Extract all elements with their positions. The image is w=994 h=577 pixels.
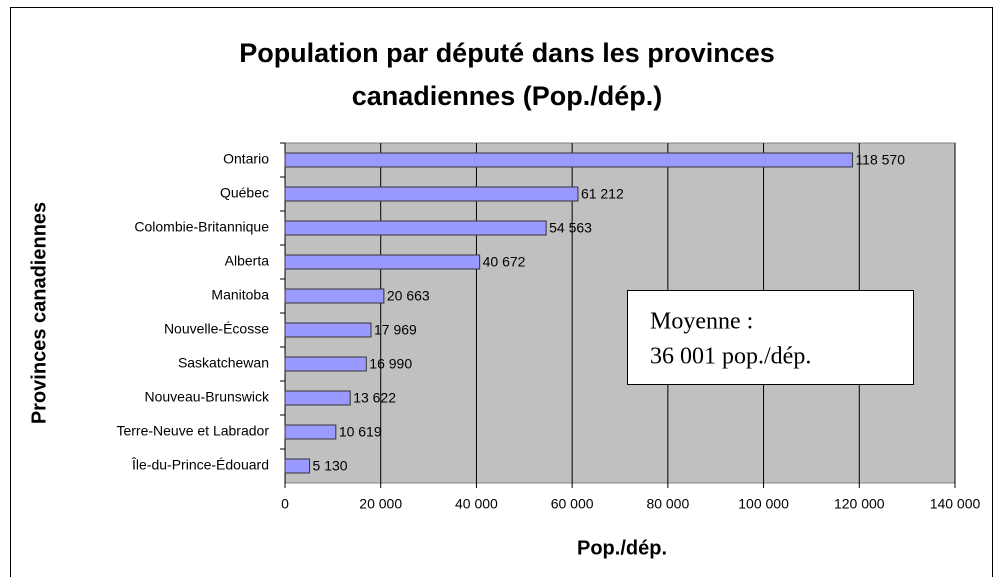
y-tick-label: Québec <box>220 185 269 201</box>
value-label: 16 990 <box>369 356 412 372</box>
bar <box>284 186 579 202</box>
y-tick-label: Colombie-Britannique <box>134 219 269 235</box>
y-tick-label: Île-du-Prince-Édouard <box>131 457 269 473</box>
value-label: 118 570 <box>855 152 905 168</box>
y-tick-label: Alberta <box>225 253 270 269</box>
bar <box>284 356 367 372</box>
y-tick-label: Terre-Neuve et Labrador <box>116 423 269 439</box>
y-axis-label: Provinces canadiennes <box>28 202 50 424</box>
annotation-box <box>627 290 914 385</box>
value-label: 54 563 <box>549 220 592 236</box>
value-label: 13 622 <box>353 390 396 406</box>
x-tick-label: 120 000 <box>834 496 885 512</box>
value-label: 17 969 <box>374 322 417 338</box>
annotation-text: 36 001 pop./dép. <box>650 344 811 370</box>
value-label: 20 663 <box>387 288 430 304</box>
x-tick-label: 20 000 <box>359 496 402 512</box>
chart-title: Population par député dans les provinces <box>239 38 775 68</box>
bar <box>284 322 372 338</box>
x-tick-label: 60 000 <box>551 496 594 512</box>
bar <box>284 220 547 236</box>
bar <box>284 390 351 406</box>
y-tick-label: Nouvelle-Écosse <box>164 321 269 337</box>
x-tick-label: 140 000 <box>930 496 981 512</box>
y-tick-label: Ontario <box>223 151 269 167</box>
x-axis-label: Pop./dép. <box>577 537 667 559</box>
bar <box>284 254 481 270</box>
bar <box>284 152 853 168</box>
bar <box>284 424 337 440</box>
y-tick-label: Saskatchewan <box>178 355 269 371</box>
value-label: 40 672 <box>483 254 526 270</box>
y-tick-label: Nouveau-Brunswick <box>145 389 270 405</box>
x-tick-label: 100 000 <box>738 496 789 512</box>
y-tick-label: Manitoba <box>211 287 269 303</box>
x-tick-label: 0 <box>281 496 289 512</box>
bar <box>284 288 385 304</box>
value-label: 61 212 <box>581 186 624 202</box>
bar <box>284 458 311 474</box>
value-label: 10 619 <box>339 424 382 440</box>
x-tick-label: 80 000 <box>646 496 689 512</box>
annotation-text: Moyenne : <box>650 309 753 335</box>
chart-title: canadiennes (Pop./dép.) <box>352 81 663 111</box>
value-label: 5 130 <box>313 458 348 474</box>
x-tick-label: 40 000 <box>455 496 498 512</box>
